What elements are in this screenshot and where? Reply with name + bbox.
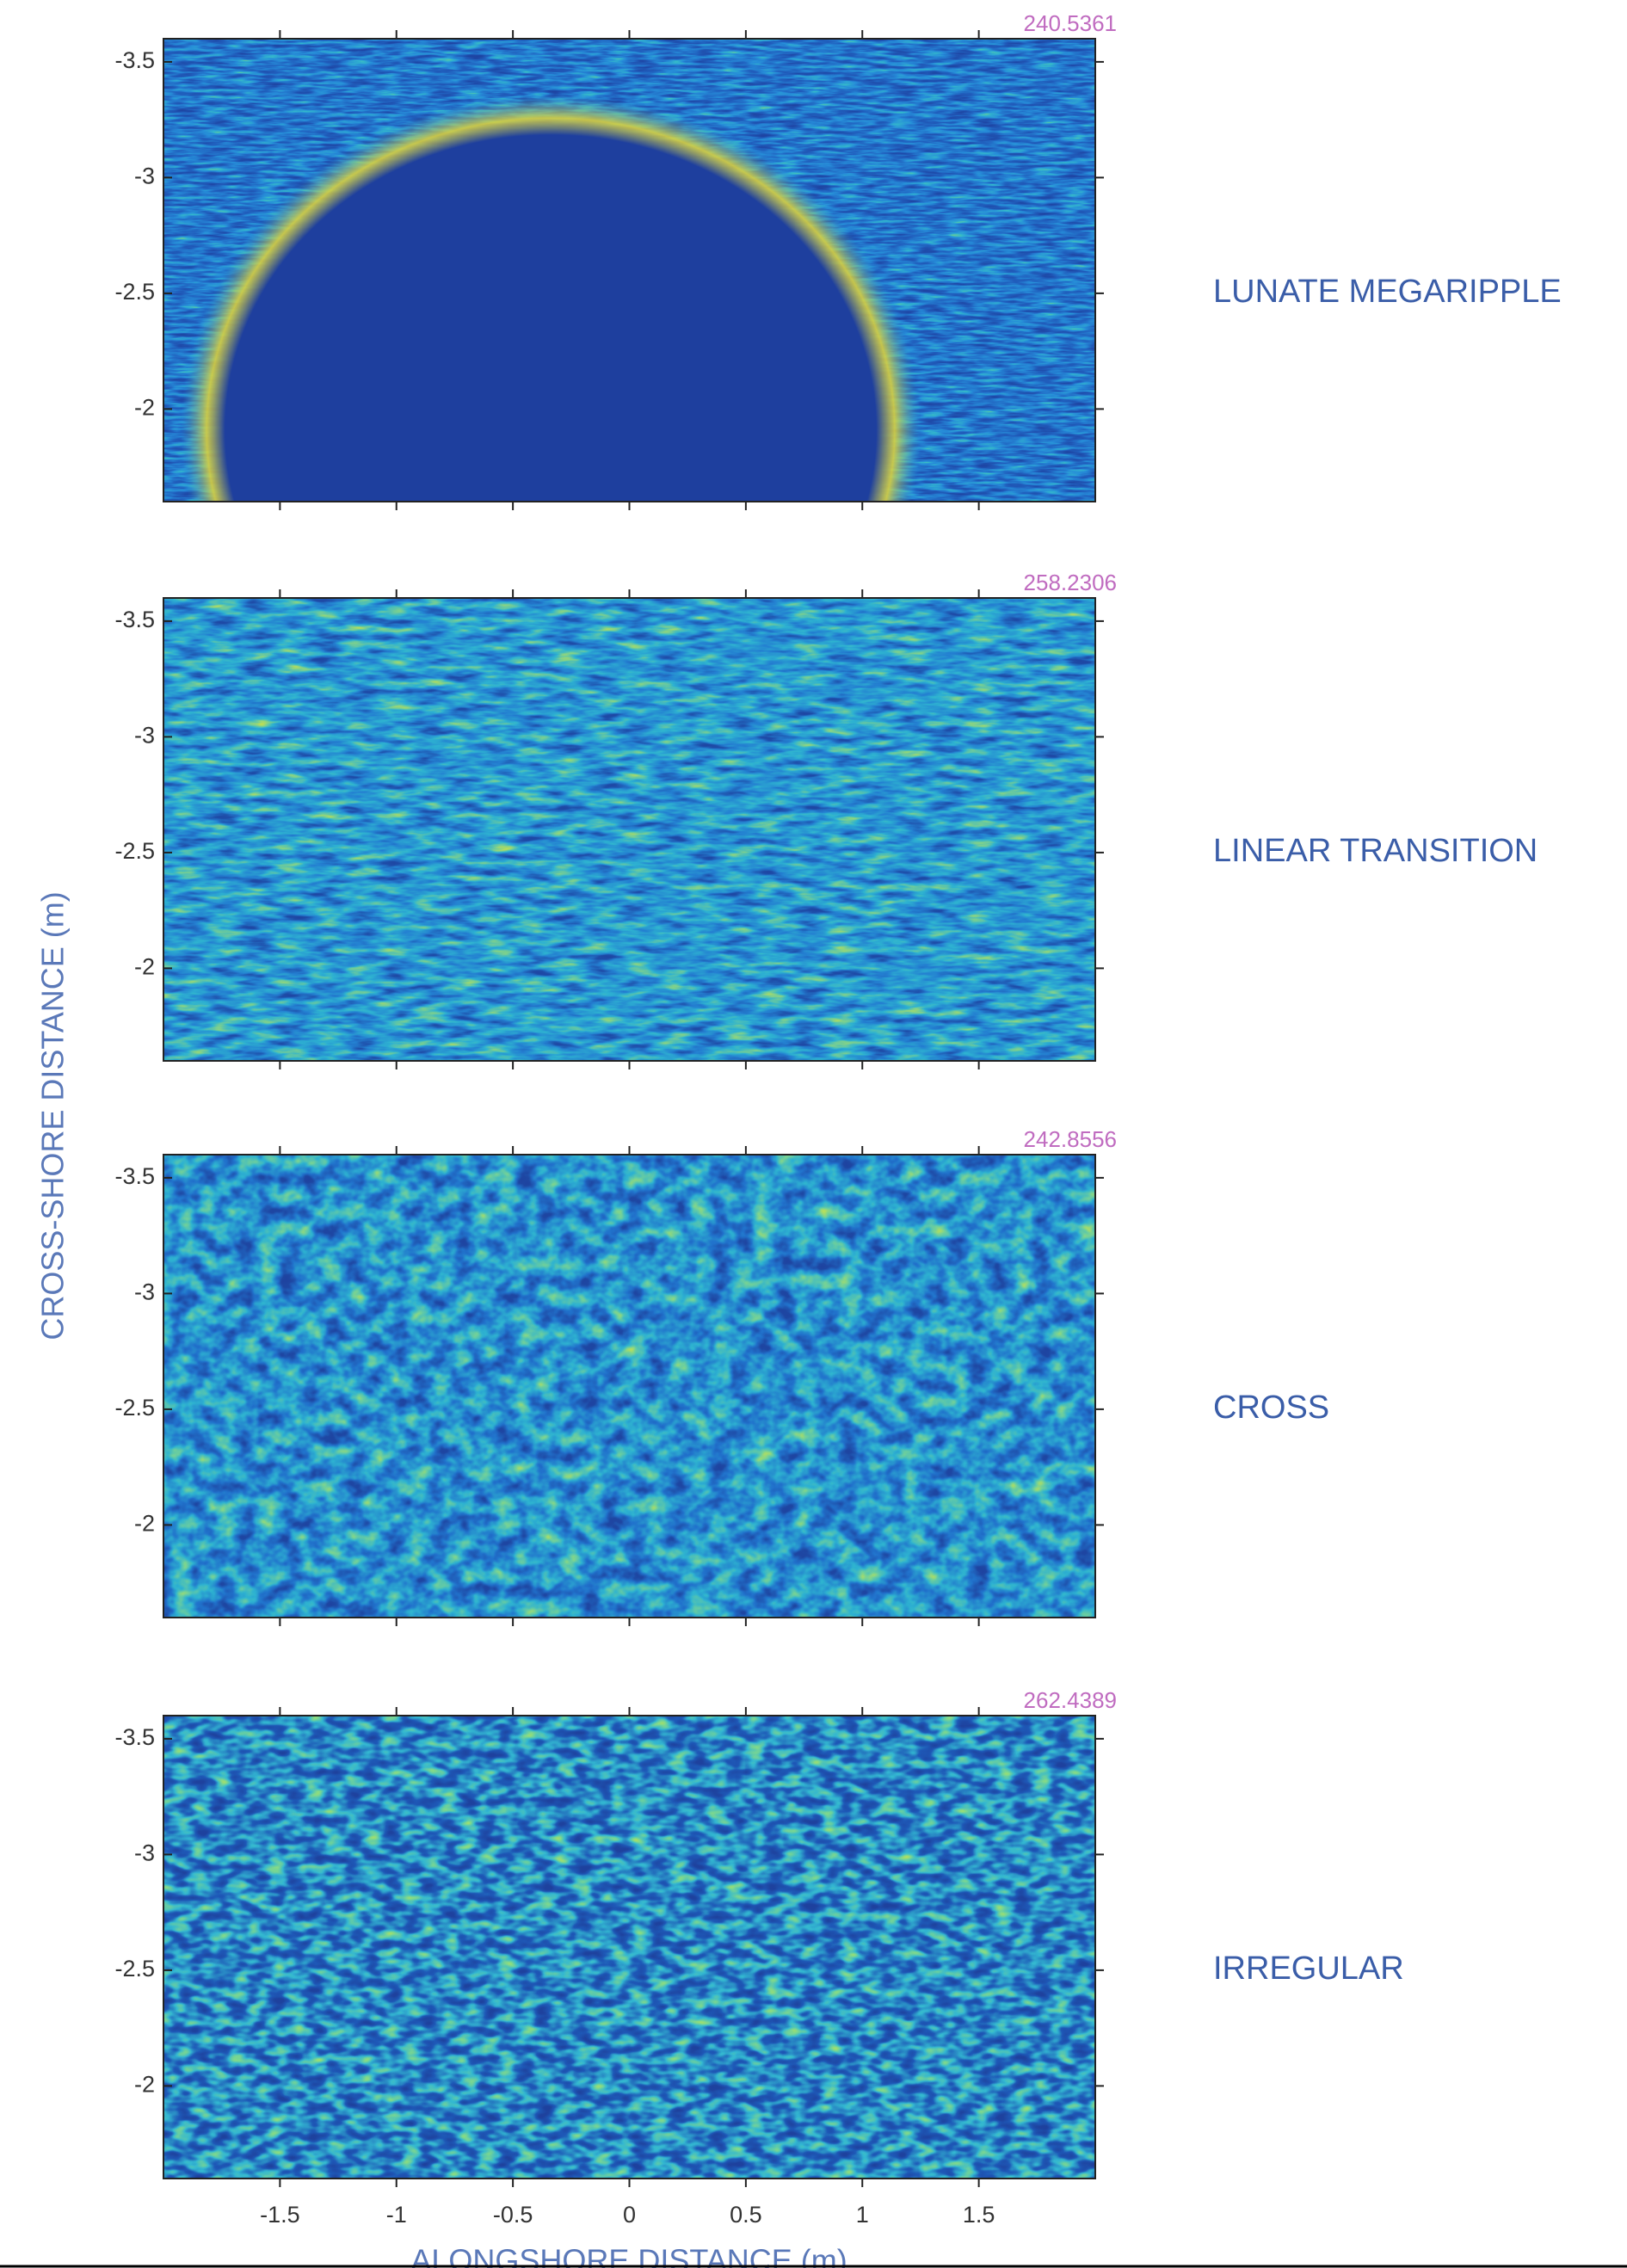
x-axis-label: ALONGSHORE DISTANCE (m) bbox=[410, 2243, 847, 2268]
panel-title: 242.8556 bbox=[1024, 1126, 1117, 1152]
figure: CROSS-SHORE DISTANCE (m) ALONGSHORE DIST… bbox=[0, 0, 1627, 2268]
y-tick-label: -3.5 bbox=[114, 1163, 155, 1189]
y-tick-label: -2.5 bbox=[114, 838, 155, 864]
y-tick-label: -3 bbox=[134, 723, 155, 749]
x-tick-label: 0.5 bbox=[730, 2202, 762, 2228]
x-tick-label: -1 bbox=[386, 2202, 407, 2228]
panel-title: 262.4389 bbox=[1024, 1687, 1117, 1713]
heatmap-image bbox=[163, 598, 1095, 1061]
y-tick-label: -2.5 bbox=[114, 1956, 155, 1981]
y-axis-label: CROSS-SHORE DISTANCE (m) bbox=[35, 891, 71, 1340]
panel-label: IRREGULAR bbox=[1213, 1951, 1404, 1987]
panel-title: 258.2306 bbox=[1024, 570, 1117, 595]
panel-title: 240.5361 bbox=[1024, 10, 1117, 36]
x-tick-label: -0.5 bbox=[493, 2202, 533, 2228]
y-tick-label: -3.5 bbox=[114, 47, 155, 73]
y-tick-label: -3 bbox=[134, 1279, 155, 1305]
y-tick-label: -2 bbox=[134, 1511, 155, 1537]
page: CROSS-SHORE DISTANCE (m) ALONGSHORE DIST… bbox=[0, 0, 1627, 2268]
y-tick-label: -3.5 bbox=[114, 607, 155, 632]
y-tick-label: -2 bbox=[134, 954, 155, 980]
panel-label: LINEAR TRANSITION bbox=[1213, 833, 1538, 869]
y-tick-label: -2.5 bbox=[114, 1395, 155, 1421]
panel-label: CROSS bbox=[1213, 1390, 1329, 1426]
panel-label: LUNATE MEGARIPPLE bbox=[1213, 274, 1562, 310]
x-tick-label: 1.5 bbox=[963, 2202, 995, 2228]
heatmap-image bbox=[163, 1155, 1095, 1618]
y-tick-label: -3 bbox=[134, 163, 155, 189]
y-tick-label: -3 bbox=[134, 1840, 155, 1866]
x-tick-label: -1.5 bbox=[260, 2202, 300, 2228]
heatmap-image bbox=[163, 1716, 1095, 2179]
x-tick-label: 1 bbox=[856, 2202, 869, 2228]
y-tick-label: -2 bbox=[134, 395, 155, 421]
y-tick-label: -2 bbox=[134, 2072, 155, 2098]
x-tick-label: 0 bbox=[623, 2202, 636, 2228]
y-tick-label: -2.5 bbox=[114, 279, 155, 305]
y-tick-label: -3.5 bbox=[114, 1724, 155, 1750]
